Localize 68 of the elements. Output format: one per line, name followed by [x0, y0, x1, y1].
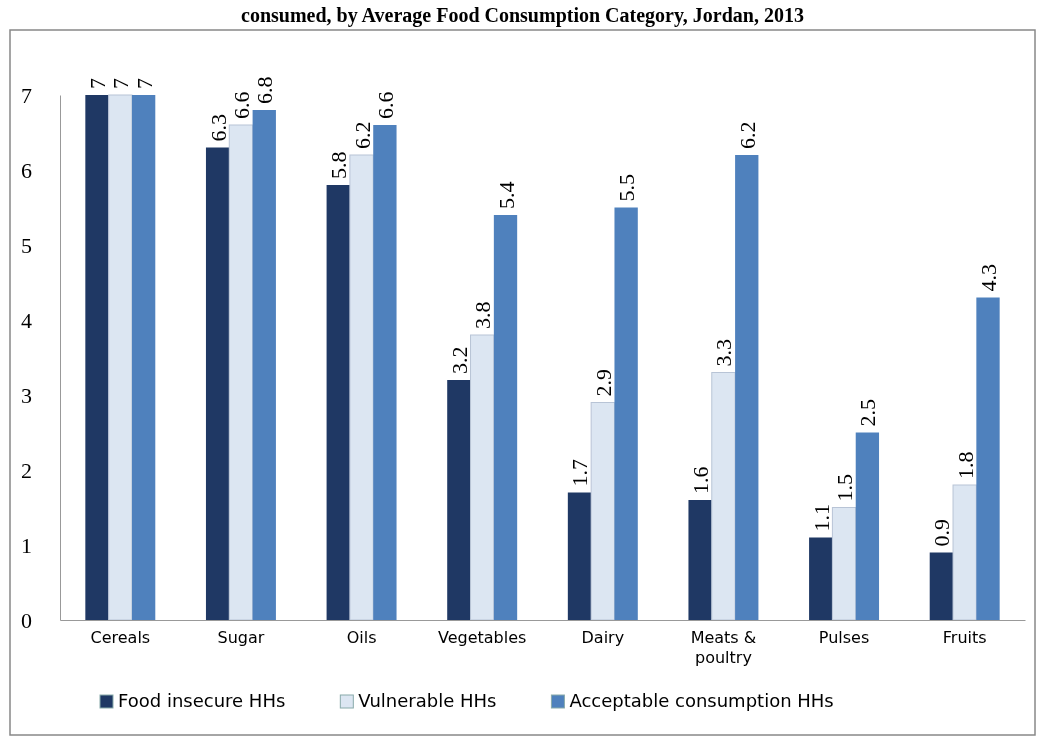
data-label: 6.6 — [372, 91, 398, 119]
data-label: 1.7 — [567, 459, 593, 487]
bar — [590, 402, 615, 621]
bar — [205, 147, 230, 620]
data-label: 4.3 — [976, 264, 1002, 292]
x-tick-label: Vegetables — [437, 628, 527, 648]
data-label: 6.8 — [252, 76, 278, 104]
bar — [131, 95, 156, 620]
x-tick-label: Fruits — [942, 628, 987, 648]
bar — [567, 492, 592, 620]
data-label: 1.6 — [688, 466, 714, 494]
bar — [85, 95, 109, 620]
data-label: 7 — [131, 78, 157, 89]
data-label: 7 — [84, 78, 110, 89]
data-label: 3.2 — [446, 346, 472, 374]
bar — [228, 124, 254, 621]
x-tick-label: Meats & poultry — [690, 628, 757, 667]
chart-title: consumed, by Average Food Consumption Category, Jordan, 2013 — [241, 4, 804, 27]
data-label: 6.2 — [349, 121, 375, 149]
data-label: 1.1 — [808, 504, 834, 532]
x-tick-label: Cereals — [90, 628, 151, 648]
bar — [735, 155, 759, 620]
bar — [809, 537, 833, 620]
y-tick-label: 0 — [21, 607, 32, 633]
bar — [952, 484, 977, 621]
data-label: 3.8 — [470, 301, 496, 329]
data-label: 3.3 — [711, 339, 737, 367]
data-label: 6.2 — [734, 121, 760, 149]
bar — [373, 125, 397, 620]
bar — [614, 207, 638, 620]
bar — [470, 334, 495, 621]
x-tick-label: Dairy — [581, 628, 625, 648]
x-tick-label: Pulses — [818, 628, 870, 648]
y-tick-label: 2 — [21, 457, 32, 483]
data-label: 1.5 — [832, 474, 858, 502]
bar — [929, 552, 954, 620]
legend-label: Vulnerable HHs — [358, 690, 497, 711]
bar — [349, 154, 374, 621]
y-tick-label: 6 — [21, 157, 32, 183]
bar — [326, 185, 350, 620]
bar — [976, 297, 1000, 620]
legend-label: Acceptable consumption HHs — [569, 690, 834, 711]
bar — [252, 110, 276, 620]
bar — [711, 372, 736, 621]
data-label: 7 — [108, 78, 134, 89]
data-label: 1.8 — [952, 451, 978, 479]
bar — [108, 94, 133, 621]
y-tick-label: 5 — [21, 232, 32, 258]
data-label: 5.8 — [326, 151, 352, 179]
x-tick-label: Oils — [346, 628, 377, 648]
data-label: 2.5 — [855, 399, 881, 427]
y-tick-label: 4 — [21, 307, 32, 333]
x-tick-label: Sugar — [217, 628, 265, 648]
bar — [447, 380, 471, 620]
bar — [831, 507, 857, 621]
y-tick-label: 3 — [21, 382, 32, 408]
data-label: 5.4 — [493, 181, 519, 209]
y-tick-label: 7 — [21, 82, 32, 108]
data-label: 6.3 — [205, 114, 231, 142]
legend-label: Food insecure HHs — [118, 690, 286, 711]
bar — [688, 500, 712, 620]
data-label: 0.9 — [929, 519, 955, 547]
bar — [493, 215, 518, 620]
data-label: 5.5 — [614, 174, 640, 202]
bar — [855, 432, 880, 620]
data-label: 2.9 — [590, 369, 616, 397]
data-label: 6.6 — [228, 91, 254, 119]
y-tick-label: 1 — [21, 532, 32, 558]
